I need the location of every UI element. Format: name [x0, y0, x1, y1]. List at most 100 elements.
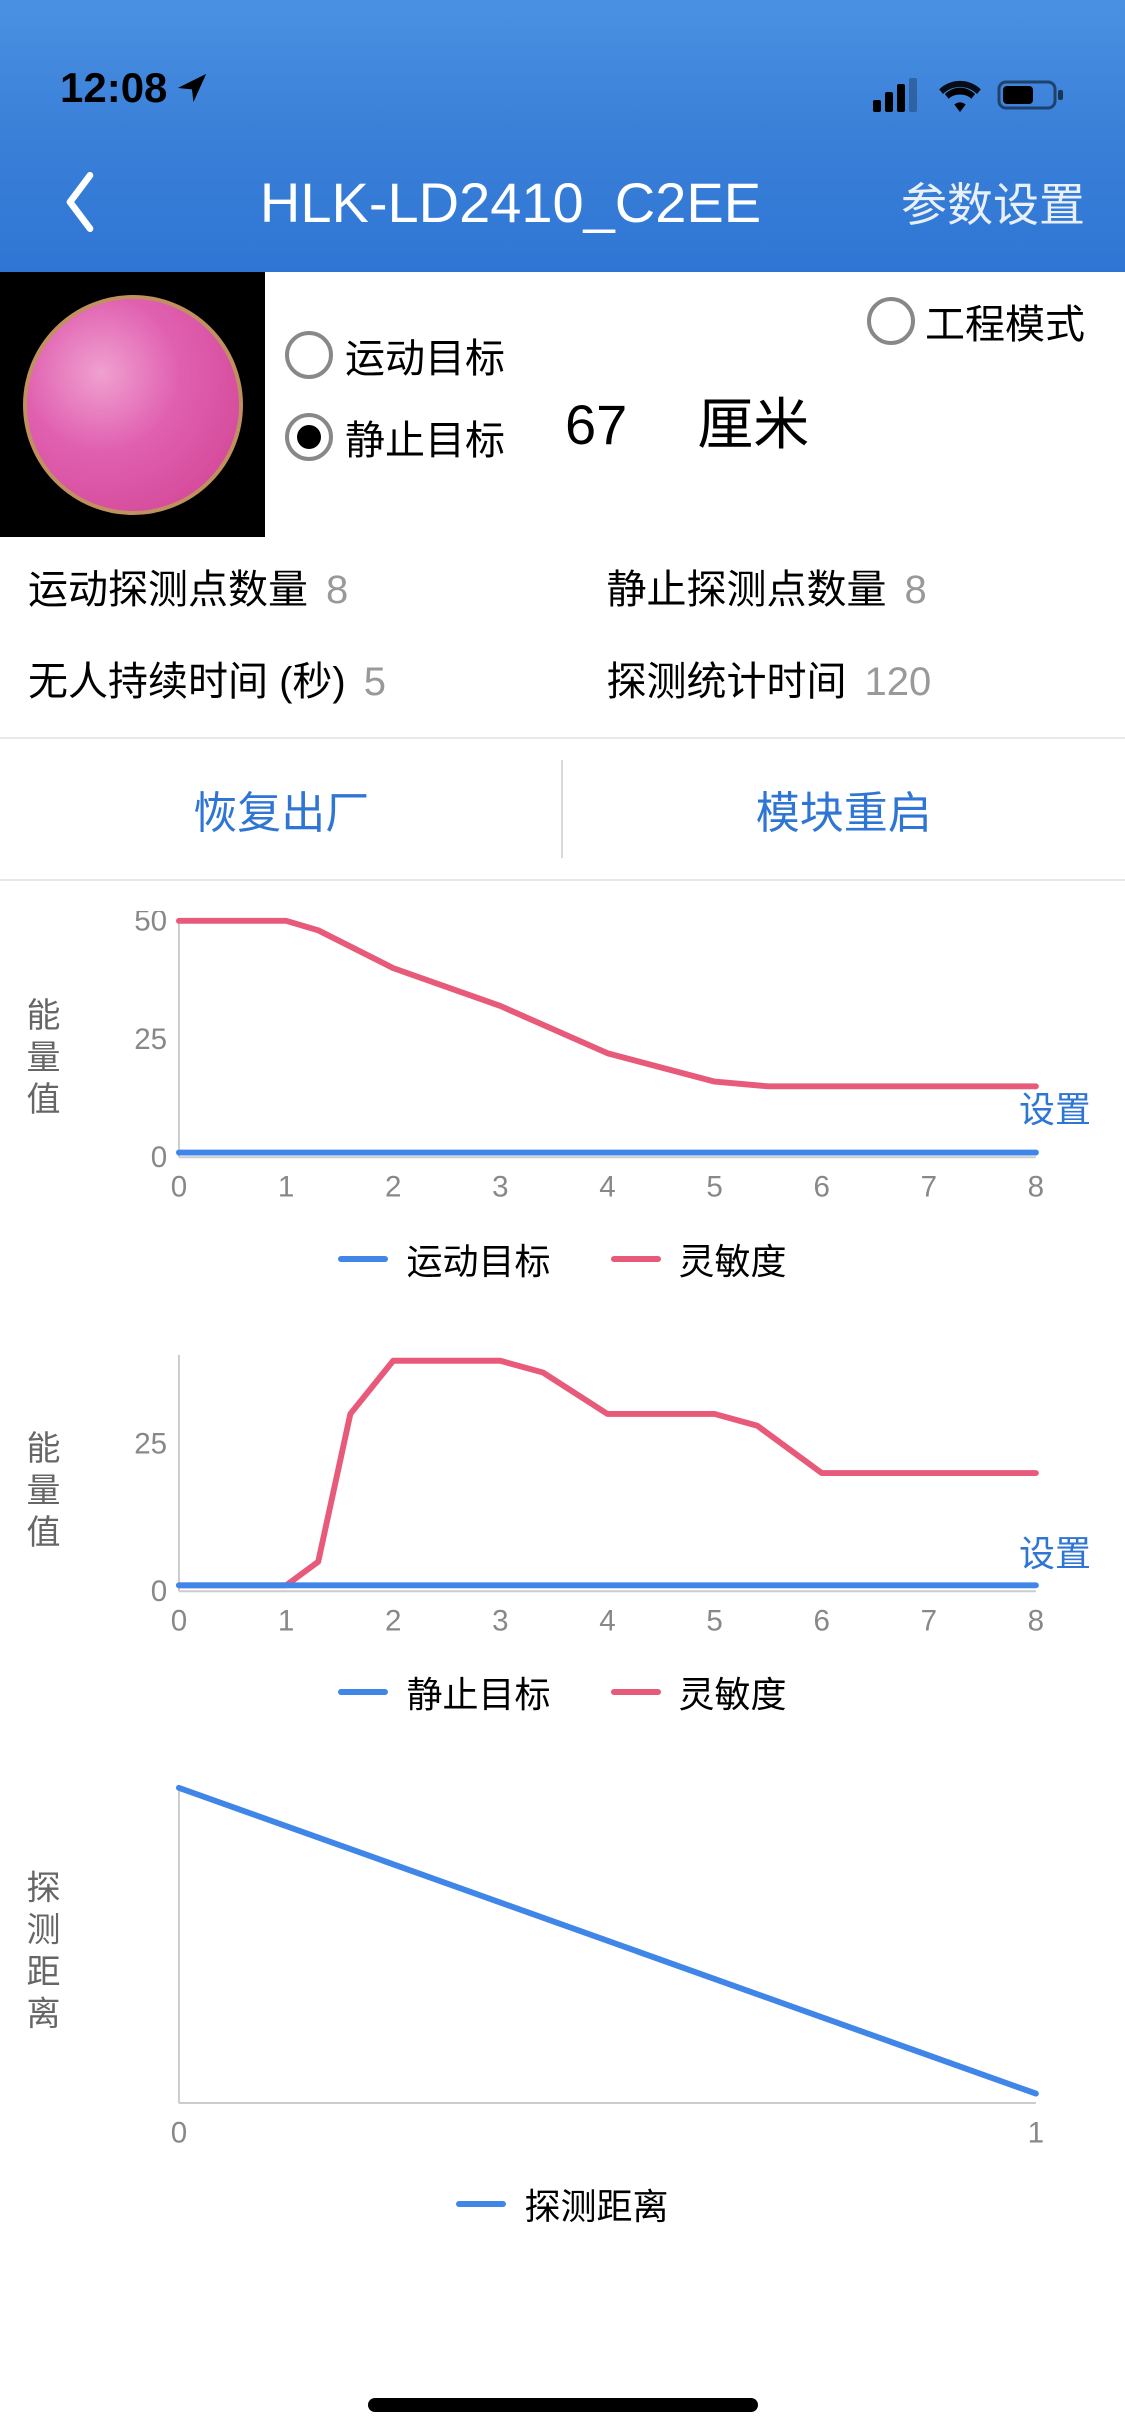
stat-label: 运动探测点数量	[28, 557, 308, 615]
chevron-left-icon	[62, 172, 98, 232]
legend-label: 灵敏度	[679, 1666, 787, 1718]
stat-value: 5	[364, 660, 386, 705]
chart-distance: 探测距离 01 探测距离	[0, 1748, 1125, 2260]
svg-text:8: 8	[1028, 1171, 1044, 1204]
svg-text:50: 50	[134, 911, 167, 938]
radio-still-target[interactable]: 静止目标	[285, 408, 505, 466]
legend-swatch	[338, 1256, 388, 1262]
nav-bar: HLK-LD2410_C2EE 参数设置	[0, 132, 1125, 272]
svg-text:2: 2	[385, 1171, 401, 1204]
chart2-svg: 0 25 0 1 2 3 4 5 6 7 8	[110, 1345, 1095, 1641]
stat-still-points: 静止探测点数量 8	[557, 557, 1086, 615]
chart3-ylabel: 探测距离	[16, 1870, 65, 2038]
stat-value: 8	[326, 568, 348, 613]
legend-swatch	[611, 1256, 661, 1262]
svg-text:4: 4	[599, 1171, 615, 1204]
svg-text:7: 7	[921, 1604, 937, 1637]
legend-label: 灵敏度	[679, 1233, 787, 1285]
svg-text:1: 1	[278, 1171, 294, 1204]
reboot-button[interactable]: 模块重启	[563, 739, 1125, 879]
svg-text:8: 8	[1028, 1604, 1044, 1637]
svg-text:3: 3	[492, 1604, 508, 1637]
radio-label: 运动目标	[345, 326, 505, 384]
svg-text:0: 0	[171, 2116, 187, 2149]
legend-swatch	[338, 1689, 388, 1695]
signal-icon	[873, 78, 923, 112]
stats-grid: 运动探测点数量 8 静止探测点数量 8 无人持续时间 (秒) 5 探测统计时间 …	[0, 537, 1125, 739]
action-row: 恢复出厂 模块重启	[0, 739, 1125, 881]
status-right	[873, 78, 1065, 112]
svg-text:7: 7	[921, 1171, 937, 1204]
distance-unit: 厘米	[697, 380, 809, 461]
wifi-icon	[937, 78, 983, 112]
svg-text:4: 4	[599, 1604, 615, 1637]
stat-value: 8	[905, 568, 927, 613]
svg-text:0: 0	[151, 1575, 167, 1608]
stat-no-person: 无人持续时间 (秒) 5	[28, 649, 557, 707]
radio-label: 静止目标	[345, 408, 505, 466]
sensor-icon	[23, 295, 243, 515]
svg-text:5: 5	[706, 1171, 722, 1204]
settings-link[interactable]: 参数设置	[901, 169, 1085, 235]
legend-label: 静止目标	[406, 1666, 550, 1718]
battery-icon	[997, 78, 1065, 112]
home-indicator	[368, 2398, 758, 2412]
radio-icon	[285, 413, 333, 461]
chart3-svg: 01	[110, 1778, 1095, 2152]
legend-swatch	[456, 2201, 506, 2207]
svg-text:0: 0	[171, 1171, 187, 1204]
target-radios: 运动目标 静止目标	[265, 272, 525, 520]
stat-detect-time: 探测统计时间 120	[557, 649, 1086, 707]
legend-label: 运动目标	[406, 1233, 550, 1285]
svg-text:0: 0	[151, 1141, 167, 1174]
svg-text:6: 6	[813, 1171, 829, 1204]
svg-text:25: 25	[134, 1427, 167, 1460]
stat-label: 探测统计时间	[607, 649, 847, 707]
legend-swatch	[611, 1689, 661, 1695]
svg-text:3: 3	[492, 1171, 508, 1204]
radio-icon	[867, 297, 915, 345]
chart2-legend: 静止目标 灵敏度	[30, 1640, 1095, 1728]
svg-text:25: 25	[134, 1023, 167, 1056]
radio-label: 工程模式	[925, 292, 1085, 350]
svg-text:2: 2	[385, 1604, 401, 1637]
svg-text:1: 1	[1028, 2116, 1044, 2149]
stat-value: 120	[865, 660, 932, 705]
back-button[interactable]	[40, 172, 120, 232]
chart1-legend: 运动目标 灵敏度	[30, 1207, 1095, 1295]
svg-text:5: 5	[706, 1604, 722, 1637]
chart-still: 能量值 0 25 0 1 2 3 4 5 6 7 8 设置 静止目标 灵敏度	[0, 1315, 1125, 1749]
chart1-settings-link[interactable]: 设置	[1019, 1081, 1091, 1133]
sensor-image	[0, 272, 265, 537]
legend-item: 静止目标	[338, 1666, 550, 1718]
svg-text:6: 6	[813, 1604, 829, 1637]
info-panel: 运动目标 静止目标 工程模式 67 厘米	[0, 272, 1125, 537]
radio-icon	[285, 331, 333, 379]
distance-panel: 工程模式 67 厘米	[525, 272, 1125, 461]
legend-item: 灵敏度	[611, 1666, 787, 1718]
status-time-group: 12:08	[60, 64, 209, 112]
legend-label: 探测距离	[524, 2178, 668, 2230]
legend-item: 运动目标	[338, 1233, 550, 1285]
chart1-svg: 0 25 50 0 1 2 3 4 5 6 7 8	[110, 911, 1095, 1207]
location-icon	[175, 71, 209, 105]
chart-moving: 能量值 0 25 50 0 1 2 3 4 5 6 7 8 设置 运动目标 灵敏度	[0, 881, 1125, 1315]
legend-item: 探测距离	[456, 2178, 668, 2230]
radio-engineering-mode[interactable]: 工程模式	[867, 292, 1125, 350]
stat-label: 无人持续时间 (秒)	[28, 649, 346, 707]
legend-item: 灵敏度	[611, 1233, 787, 1285]
chart2-ylabel: 能量值	[16, 1430, 65, 1556]
radio-moving-target[interactable]: 运动目标	[285, 326, 505, 384]
svg-text:1: 1	[278, 1604, 294, 1637]
page-title: HLK-LD2410_C2EE	[120, 170, 901, 235]
chart2-settings-link[interactable]: 设置	[1019, 1525, 1091, 1577]
factory-reset-button[interactable]: 恢复出厂	[0, 739, 563, 879]
chart3-legend: 探测距离	[30, 2152, 1095, 2240]
svg-text:0: 0	[171, 1604, 187, 1637]
distance-value: 67	[565, 392, 627, 457]
status-time: 12:08	[60, 64, 167, 112]
chart1-ylabel: 能量值	[16, 997, 65, 1123]
stat-move-points: 运动探测点数量 8	[28, 557, 557, 615]
stat-label: 静止探测点数量	[607, 557, 887, 615]
status-bar: 12:08	[0, 0, 1125, 132]
